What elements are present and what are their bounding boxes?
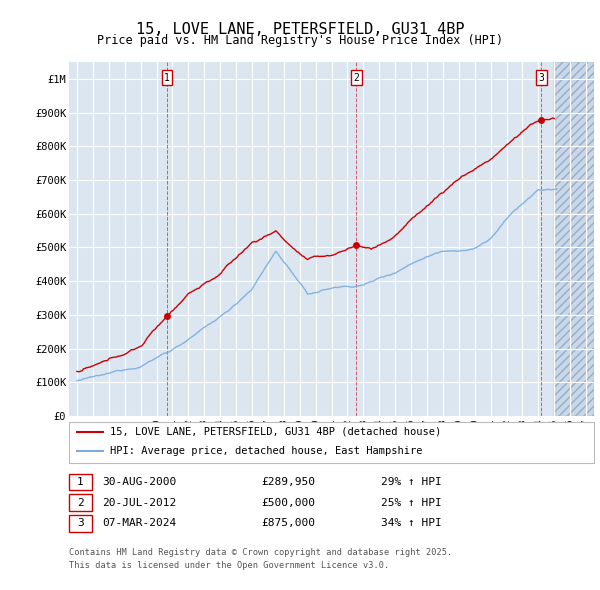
Text: 3: 3	[77, 519, 84, 528]
Text: 29% ↑ HPI: 29% ↑ HPI	[381, 477, 442, 487]
Text: 1: 1	[164, 73, 170, 83]
Text: £500,000: £500,000	[261, 498, 315, 507]
Text: 2: 2	[77, 498, 84, 507]
Bar	[554, 62, 594, 416]
Text: £875,000: £875,000	[261, 519, 315, 528]
Text: £289,950: £289,950	[261, 477, 315, 487]
Text: 30-AUG-2000: 30-AUG-2000	[102, 477, 176, 487]
Text: 15, LOVE LANE, PETERSFIELD, GU31 4BP (detached house): 15, LOVE LANE, PETERSFIELD, GU31 4BP (de…	[110, 427, 441, 437]
Text: 25% ↑ HPI: 25% ↑ HPI	[381, 498, 442, 507]
Text: HPI: Average price, detached house, East Hampshire: HPI: Average price, detached house, East…	[110, 447, 422, 456]
Text: 3: 3	[538, 73, 544, 83]
Text: 34% ↑ HPI: 34% ↑ HPI	[381, 519, 442, 528]
Text: 2: 2	[353, 73, 359, 83]
Text: This data is licensed under the Open Government Licence v3.0.: This data is licensed under the Open Gov…	[69, 560, 389, 569]
Bar	[554, 62, 594, 416]
Text: Contains HM Land Registry data © Crown copyright and database right 2025.: Contains HM Land Registry data © Crown c…	[69, 548, 452, 556]
Text: 07-MAR-2024: 07-MAR-2024	[102, 519, 176, 528]
Text: 20-JUL-2012: 20-JUL-2012	[102, 498, 176, 507]
Text: Price paid vs. HM Land Registry's House Price Index (HPI): Price paid vs. HM Land Registry's House …	[97, 34, 503, 47]
Text: 1: 1	[77, 477, 84, 487]
Text: 15, LOVE LANE, PETERSFIELD, GU31 4BP: 15, LOVE LANE, PETERSFIELD, GU31 4BP	[136, 22, 464, 37]
